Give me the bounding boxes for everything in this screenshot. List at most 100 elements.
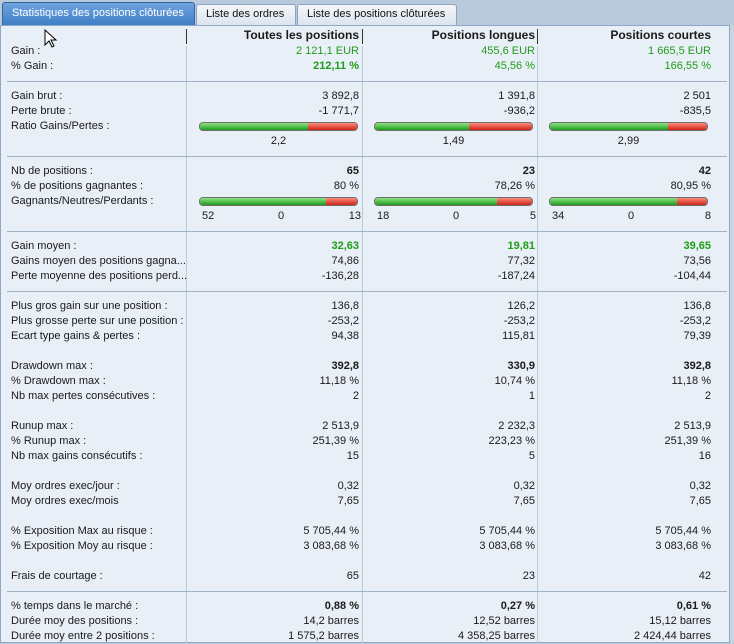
statistics-panel: Toutes les positions Positions longues P…: [0, 25, 730, 644]
stat-row-ecart-type: Ecart type gains & pertes : 94,38 115,81 79…: [1, 329, 729, 344]
stat-row-perte-moy-perd: Perte moyenne des positions perd... -136,…: [1, 269, 729, 284]
stat-label: Perte brute :: [11, 105, 72, 117]
stat-value-long: -187,24: [497, 270, 535, 282]
bar-losers-fill: [497, 198, 532, 205]
stat-value-all: 136,8: [331, 300, 359, 312]
stat-label: Ecart type gains & pertes :: [11, 330, 141, 342]
stat-label: Gain brut :: [11, 90, 63, 102]
stat-value-all: 15: [346, 450, 359, 462]
stat-value-long: 23: [522, 570, 535, 582]
stat-value-short: 7,65: [689, 495, 711, 507]
stat-row-gain-brut: Gain brut : 3 892,8 1 391,8 2 501: [1, 89, 729, 104]
bar-losers-fill: [677, 198, 707, 205]
stat-value-long: 19,81: [507, 240, 535, 252]
stat-value-long: 0,32: [513, 480, 535, 492]
neutral-count-long: 0: [452, 210, 460, 222]
ratio-value-all: 2,2: [270, 135, 287, 147]
stat-value-long: 1 391,8: [498, 90, 535, 102]
column-resize-handle[interactable]: [186, 29, 187, 44]
stat-value-short: 3 083,68 %: [655, 540, 711, 552]
stat-row-max-pertes: Nb max pertes consécutives : 2 1 2: [1, 389, 729, 404]
stat-value-all: 2 121,1 EUR: [296, 45, 359, 57]
stat-value-short: -253,2: [679, 315, 711, 327]
stat-label: Gain :: [11, 45, 41, 57]
column-divider: [362, 46, 363, 644]
stat-label: % Exposition Max au risque :: [11, 525, 153, 537]
stat-value-long: 0,27 %: [500, 600, 535, 612]
stat-value-long: 1: [528, 390, 535, 402]
stat-label: Nb max pertes consécutives :: [11, 390, 156, 402]
stat-value-all: 0,88 %: [324, 600, 359, 612]
stat-value-all: 80 %: [333, 180, 359, 192]
ratio-bar-long: [374, 122, 533, 131]
stat-value-all: 65: [346, 165, 359, 177]
stat-value-long: 2 232,3: [498, 420, 535, 432]
stat-row-pct-gagnantes: % de positions gagnantes : 80 % 78,26 % 80,…: [1, 179, 729, 194]
stat-value-all: 32,63: [331, 240, 359, 252]
stat-value-long: 10,74 %: [494, 375, 535, 387]
stat-row-gain: Gain : 2 121,1 EUR 455,6 EUR 1 665,5 EUR: [1, 44, 729, 59]
winners-count-long: 18: [377, 210, 390, 222]
stat-row-expo-max: % Exposition Max au risque : 5 705,44 % 5 …: [1, 524, 729, 539]
stat-value-long: 4 358,25 barres: [457, 630, 535, 642]
stat-value-short: 2: [704, 390, 711, 402]
stat-value-all: 0,32: [337, 480, 359, 492]
stat-value-short: 392,8: [683, 360, 711, 372]
stat-row-duree-entre: Durée moy entre 2 positions : 1 575,2 bar…: [1, 629, 729, 644]
tab-liste-positions[interactable]: Liste des positions clôturées: [297, 4, 457, 25]
tab-bar: Statistiques des positions clôturées Lis…: [0, 0, 734, 25]
stat-value-all: 14,2 barres: [303, 615, 359, 627]
stat-value-long: -936,2: [503, 105, 535, 117]
bar-winners-fill: [375, 198, 498, 205]
neutral-count-short: 0: [627, 210, 635, 222]
stat-value-all: 3 892,8: [322, 90, 359, 102]
stat-value-long: 45,56 %: [494, 60, 535, 72]
column-resize-handle[interactable]: [362, 29, 363, 44]
stat-value-long: 12,52 barres: [473, 615, 535, 627]
stat-row-ordres-mois: Moy ordres exec/mois 7,65 7,65 7,65: [1, 494, 729, 509]
stat-row-pct-drawdown: % Drawdown max : 11,18 % 10,74 % 11,18 %: [1, 374, 729, 389]
stat-value-short: 16: [698, 450, 711, 462]
stat-value-short: 42: [698, 570, 711, 582]
stat-value-all: 11,18 %: [319, 375, 359, 387]
stat-label: % Drawdown max :: [11, 375, 106, 387]
stat-value-all: 392,8: [331, 360, 359, 372]
bar-gain-fill: [550, 123, 668, 130]
stat-label: Ratio Gains/Pertes :: [11, 120, 110, 132]
stat-value-all: 5 705,44 %: [303, 525, 359, 537]
stat-label: Gagnants/Neutres/Perdants :: [11, 195, 154, 207]
stat-value-short: 0,61 %: [676, 600, 711, 612]
column-header-short[interactable]: Positions courtes: [610, 28, 711, 42]
section-divider: [7, 231, 727, 232]
stat-label: % Gain :: [11, 60, 54, 72]
stat-value-all: 2: [352, 390, 359, 402]
stat-value-long: 223,23 %: [488, 435, 535, 447]
column-header-all[interactable]: Toutes les positions: [243, 28, 359, 42]
stat-label: Nb max gains consécutifs :: [11, 450, 143, 462]
bar-losers-fill: [325, 198, 357, 205]
tab-statistiques[interactable]: Statistiques des positions clôturées: [2, 2, 195, 25]
stat-label: % de positions gagnantes :: [11, 180, 144, 192]
stat-row-gains-moy-gagn: Gains moyen des positions gagna... 74,86 7…: [1, 254, 729, 269]
stat-value-short: 73,56: [683, 255, 711, 267]
column-header-long[interactable]: Positions longues: [431, 28, 535, 42]
stat-label: Nb de positions :: [11, 165, 93, 177]
stat-value-long: 7,65: [513, 495, 535, 507]
bar-gain-fill: [375, 123, 470, 130]
bar-loss-fill: [469, 123, 532, 130]
stat-row-ordres-jour: Moy ordres exec/jour : 0,32 0,32 0,32: [1, 479, 729, 494]
section-divider: [7, 156, 727, 157]
stat-value-all: 7,65: [337, 495, 359, 507]
column-resize-handle[interactable]: [537, 29, 538, 44]
stat-row-max-gains: Nb max gains consécutifs : 15 5 16: [1, 449, 729, 464]
bar-loss-fill: [308, 123, 357, 130]
stat-row-gnp: Gagnants/Neutres/Perdants : 52 0 13 18 0 5 34 0 8: [1, 194, 729, 222]
tab-liste-ordres[interactable]: Liste des ordres: [196, 4, 296, 25]
stat-value-long: 455,6 EUR: [481, 45, 535, 57]
stat-row-pct-runup: % Runup max : 251,39 % 223,23 % 251,39 %: [1, 434, 729, 449]
ratio-bar-all: [199, 122, 358, 131]
stat-value-all: 212,11 %: [313, 60, 359, 72]
scrollbar-edge[interactable]: [730, 25, 734, 643]
ratio-value-long: 1,49: [442, 135, 465, 147]
stat-label: Moy ordres exec/mois: [11, 495, 119, 507]
